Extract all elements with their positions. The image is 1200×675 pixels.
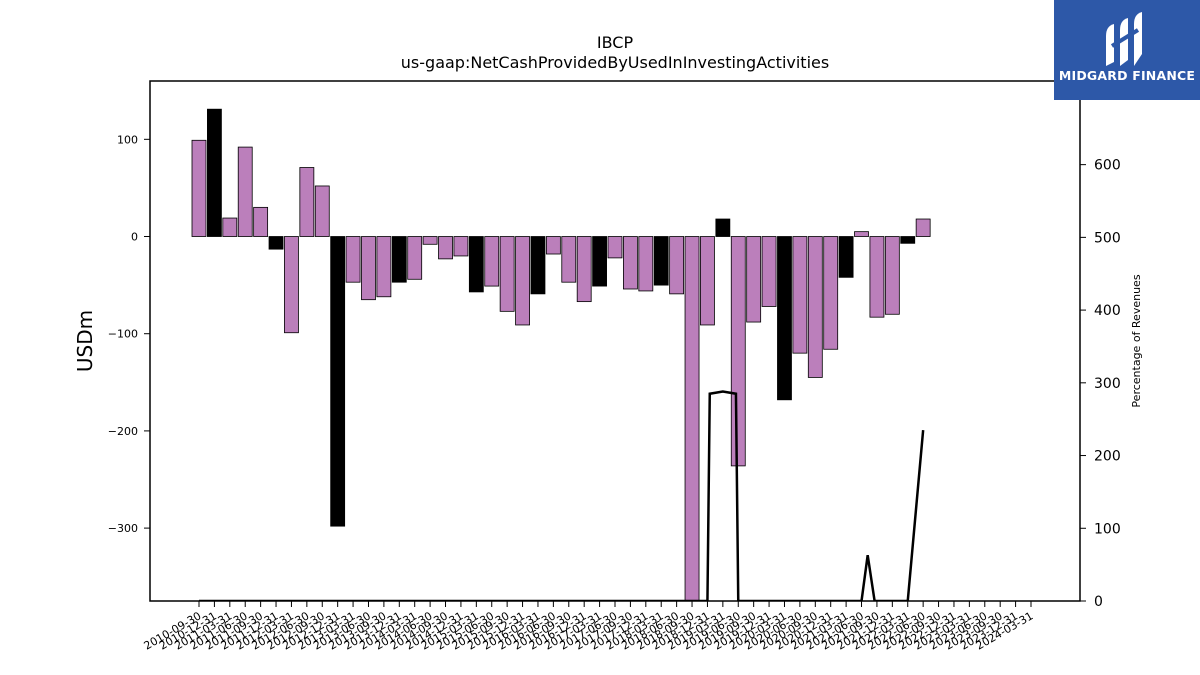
bar-2019-03-31 <box>715 218 731 237</box>
bar-2018-12-31 <box>700 236 715 326</box>
bar-2020-09-30 <box>807 236 823 378</box>
y-tick-label-right: 0 <box>1094 594 1103 610</box>
bar-2020-06-30 <box>792 236 808 354</box>
bar-2020-03-31 <box>777 236 792 401</box>
bar-2019-09-30 <box>746 236 762 323</box>
chart-title: IBCP <box>597 33 634 52</box>
bar-2022-03-31 <box>900 236 916 244</box>
plot-frame <box>149 80 1081 602</box>
bar-2014-09-30 <box>438 236 453 260</box>
bar-2017-06-30 <box>607 236 623 259</box>
bar-2019-06-30 <box>730 236 746 467</box>
bar-2012-06-30 <box>299 167 315 237</box>
bar-2018-09-30 <box>684 236 700 601</box>
bar-2021-12-31 <box>884 236 900 315</box>
bar-2015-12-31 <box>515 236 530 326</box>
bar-2015-09-30 <box>499 236 515 312</box>
y-tick-label-right: 300 <box>1094 376 1121 392</box>
bar-2011-09-30 <box>253 206 269 237</box>
axes-group: 1000−100−200−30060050040030020010002010-… <box>108 80 1121 653</box>
y-tick-label-left: 100 <box>117 133 138 146</box>
bar-2018-06-30 <box>669 236 685 295</box>
bar-2019-12-31 <box>761 236 777 307</box>
y-tick-label-left: 0 <box>131 231 138 244</box>
bar-2017-09-30 <box>623 236 638 290</box>
bar-2017-12-31 <box>638 236 654 292</box>
bar-2016-03-31 <box>530 236 546 295</box>
bar-2011-06-30 <box>237 146 253 237</box>
bar-2011-12-31 <box>268 236 284 250</box>
y-tick-label-right: 600 <box>1094 158 1121 174</box>
bar-2016-12-31 <box>576 236 592 303</box>
bar-2017-03-31 <box>592 236 607 287</box>
logo-text: MIDGARD FINANCE <box>1058 68 1196 83</box>
y-tick-label-left: −200 <box>108 425 138 438</box>
bar-2011-03-31 <box>222 217 238 237</box>
chart-subtitle: us-gaap:NetCashProvidedByUsedInInvesting… <box>401 53 829 72</box>
bar-2016-06-30 <box>545 236 561 255</box>
bar-2010-09-30 <box>191 139 207 237</box>
bars-group <box>191 108 931 601</box>
bar-2021-06-30 <box>854 231 869 237</box>
bar-2010-12-31 <box>207 108 222 237</box>
bar-2022-06-30 <box>915 218 931 237</box>
bar-2012-03-31 <box>284 236 299 334</box>
percentage-line-group <box>199 390 925 601</box>
bar-2014-06-30 <box>422 236 438 245</box>
y-tick-label-right: 400 <box>1094 303 1121 319</box>
percentage-line <box>199 390 925 601</box>
bar-2015-06-30 <box>484 236 500 287</box>
bar-2018-03-31 <box>653 236 669 286</box>
bar-2014-12-31 <box>453 236 469 257</box>
bar-2021-03-31 <box>838 236 854 278</box>
logo-mark-icon <box>1106 12 1142 66</box>
bar-2013-03-31 <box>345 236 361 283</box>
y-tick-label-right: 100 <box>1094 521 1121 537</box>
bar-2015-03-31 <box>468 236 484 293</box>
bar-2021-09-30 <box>869 236 885 318</box>
y-tick-label-right: 200 <box>1094 449 1121 465</box>
bar-2014-03-31 <box>407 236 423 280</box>
y-tick-label-left: −300 <box>108 522 138 535</box>
bar-2016-09-30 <box>561 236 577 283</box>
y-tick-label-right: 500 <box>1094 230 1121 246</box>
y-axis-label-right: Percentage of Revenues <box>1130 274 1143 407</box>
midgard-finance-logo: MIDGARD FINANCE <box>1054 0 1200 100</box>
bar-2013-09-30 <box>376 236 392 298</box>
bar-2013-06-30 <box>361 236 376 301</box>
bar-2020-12-31 <box>823 236 839 350</box>
bar-2012-09-30 <box>314 185 330 237</box>
y-tick-label-left: −100 <box>108 328 138 341</box>
bar-2012-12-31 <box>330 236 346 527</box>
bar-2013-12-31 <box>391 236 407 283</box>
y-axis-label-left: USDm <box>73 310 97 372</box>
